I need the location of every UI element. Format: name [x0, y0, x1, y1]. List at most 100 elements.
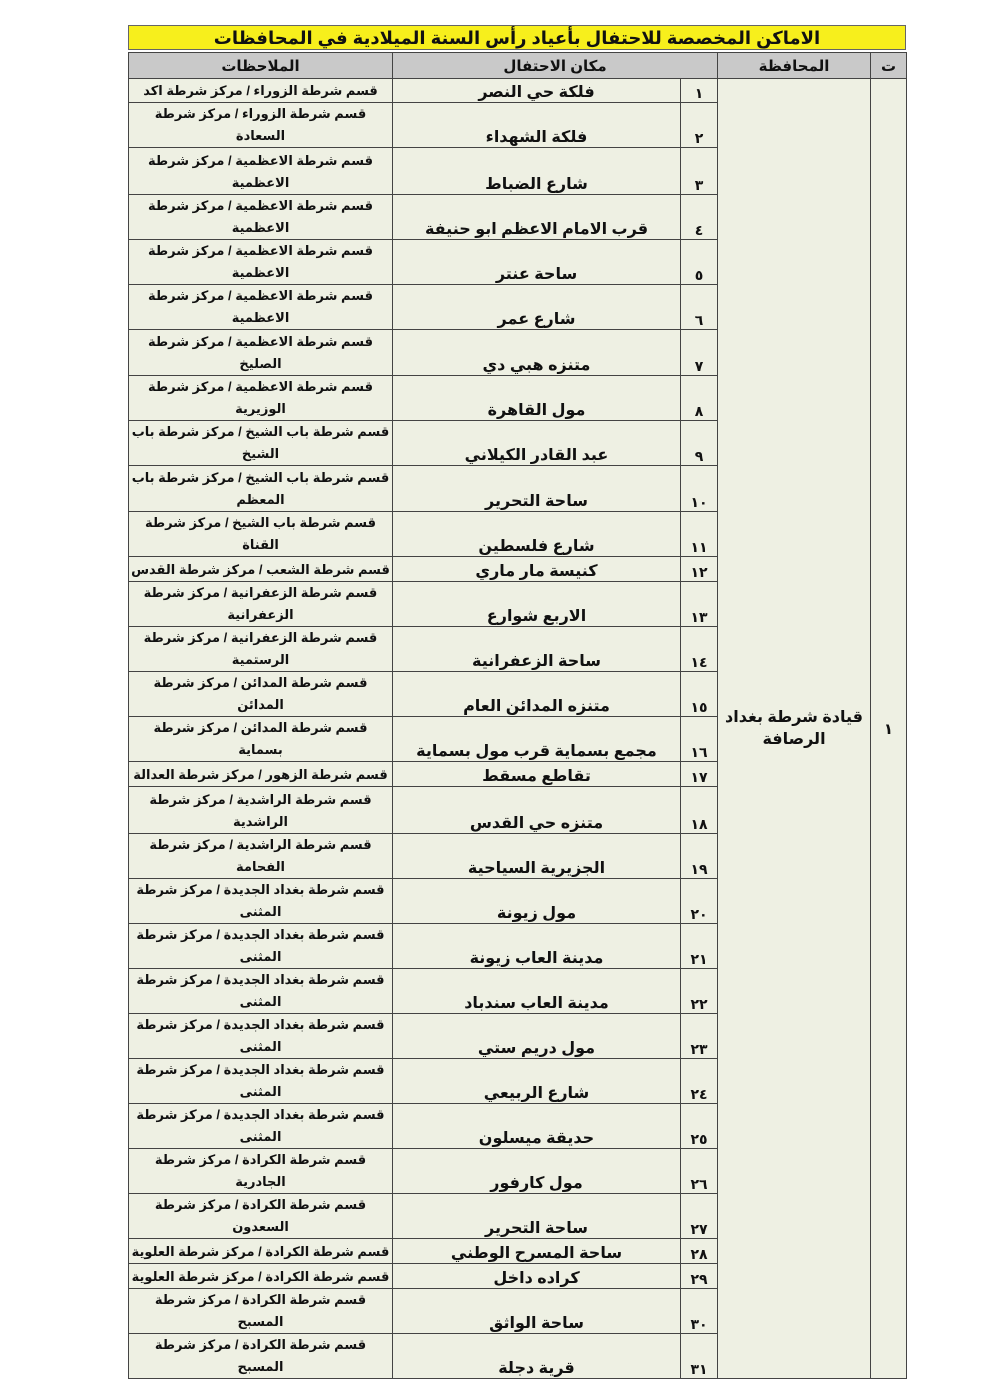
row-number: ١٨: [680, 786, 718, 834]
notes-cell: قسم شرطة الكرادة / مركز شرطة العلوية: [128, 1263, 393, 1289]
notes-cell: قسم شرطة بغداد الجديدة / مركز شرطة المثن…: [128, 1013, 393, 1059]
row-number: ١٠: [680, 465, 718, 512]
notes-cell: قسم شرطة باب الشيخ / مركز شرطة باب الشيخ: [128, 420, 393, 466]
celebration-place: متنزه هبي دي: [392, 329, 681, 376]
notes-cell: قسم شرطة الاعظمية / مركز شرطة الاعظمية: [128, 239, 393, 285]
header-province: المحافظة: [717, 52, 871, 79]
table-row: ٢٤ شارع الربيعي قسم شرطة بغداد الجديدة / م…: [128, 1058, 907, 1104]
row-number: ٢٨: [680, 1238, 718, 1264]
celebration-place: فلكة الشهداء: [392, 102, 681, 148]
row-number: ٥: [680, 239, 718, 285]
row-number: ٧: [680, 329, 718, 376]
table-row: ٣ شارع الضباط قسم شرطة الاعظمية / مركز شرط…: [128, 147, 907, 195]
celebration-place: شارع الربيعي: [392, 1058, 681, 1104]
header-notes: الملاحظات: [128, 52, 393, 79]
notes-cell: قسم شرطة الزعفرانية / مركز شرطة الرستمية: [128, 626, 393, 672]
row-number: ١٦: [680, 716, 718, 762]
celebration-place: حديقة ميسلون: [392, 1103, 681, 1149]
table-row: ٢٢ مدينة العاب سندباد قسم شرطة بغداد الجدي…: [128, 968, 907, 1014]
table-row: ٢ فلكة الشهداء قسم شرطة الزوراء / مركز شرط…: [128, 102, 907, 148]
celebration-place: فلكة حي النصر: [392, 78, 681, 103]
group-number: ١: [870, 78, 907, 1379]
row-number: ١١: [680, 511, 718, 557]
row-number: ٤: [680, 194, 718, 240]
celebration-place: مول كارفور: [392, 1148, 681, 1194]
celebration-place: الجزيرية السياحية: [392, 833, 681, 879]
table-row: ١ قيادة شرطة بغداد الرصافة ١ فلكة حي النصر ق…: [128, 78, 907, 1379]
table-row: ١٩ الجزيرية السياحية قسم شرطة الراشدية / م…: [128, 833, 907, 879]
row-number: ١٩: [680, 833, 718, 879]
table-row: ١٦ مجمع بسماية قرب مول بسماية قسم شرطة الم…: [128, 716, 907, 762]
celebration-place: مدينة العاب سندباد: [392, 968, 681, 1014]
notes-cell: قسم شرطة الاعظمية / مركز شرطة الاعظمية: [128, 194, 393, 240]
row-number: ٣١: [680, 1333, 718, 1379]
notes-cell: قسم شرطة الراشدية / مركز شرطة الفحامة: [128, 833, 393, 879]
table-row: ٢٣ مول دريم ستي قسم شرطة بغداد الجديدة / م…: [128, 1013, 907, 1059]
celebration-place: مول دريم ستي: [392, 1013, 681, 1059]
notes-cell: قسم شرطة الكرادة / مركز شرطة المسبح: [128, 1288, 393, 1334]
table-row: ٩ عبد القادر الكيلاني قسم شرطة باب الشيخ /…: [128, 420, 907, 466]
table-row: ٢٦ مول كارفور قسم شرطة الكرادة / مركز شرطة…: [128, 1148, 907, 1194]
celebration-place: ساحة التحرير: [392, 1193, 681, 1239]
row-number: ١٢: [680, 556, 718, 582]
celebration-place: ساحة التحرير: [392, 465, 681, 512]
celebration-place: مدينة العاب زيونة: [392, 923, 681, 969]
celebration-place: تقاطع مسقط: [392, 761, 681, 787]
celebration-place: مول زيونة: [392, 878, 681, 924]
notes-cell: قسم شرطة الاعظمية / مركز شرطة الصليخ: [128, 329, 393, 376]
row-number: ٣٠: [680, 1288, 718, 1334]
celebration-place: شارع عمر: [392, 284, 681, 330]
celebration-place: ساحة الزعفرانية: [392, 626, 681, 672]
notes-cell: قسم شرطة الزعفرانية / مركز شرطة الزعفران…: [128, 581, 393, 627]
table-row: ١٨ متنزه حي القدس قسم شرطة الراشدية / مركز…: [128, 786, 907, 834]
row-number: ١٥: [680, 671, 718, 717]
table-row: ٢٨ ساحة المسرح الوطني قسم شرطة الكرادة / م…: [128, 1238, 907, 1264]
row-number: ٢٤: [680, 1058, 718, 1104]
celebration-locations-table: ت المحافظة مكان الاحتفال الملاحظات ١ قياد…: [128, 52, 907, 1379]
notes-cell: قسم شرطة باب الشيخ / مركز شرطة باب المعظ…: [128, 465, 393, 512]
notes-cell: قسم شرطة الاعظمية / مركز شرطة الوزيرية: [128, 375, 393, 421]
row-number: ١: [680, 78, 718, 103]
celebration-place: شارع الضباط: [392, 147, 681, 195]
row-number: ٢٩: [680, 1263, 718, 1289]
celebration-place: كراده داخل: [392, 1263, 681, 1289]
table-row: ٢١ مدينة العاب زيونة قسم شرطة بغداد الجديد…: [128, 923, 907, 969]
celebration-place: عبد القادر الكيلاني: [392, 420, 681, 466]
table-row: ٤ قرب الامام الاعظم ابو حنيفة قسم شرطة الا…: [128, 194, 907, 240]
row-number: ٣: [680, 147, 718, 195]
row-number: ٢٠: [680, 878, 718, 924]
celebration-place: ساحة عنتر: [392, 239, 681, 285]
notes-cell: قسم شرطة بغداد الجديدة / مركز شرطة المثن…: [128, 878, 393, 924]
notes-cell: قسم شرطة الزهور / مركز شرطة العدالة: [128, 761, 393, 787]
row-number: ١٧: [680, 761, 718, 787]
table-row: ١٢ كنيسة مار ماري قسم شرطة الشعب / مركز شر…: [128, 556, 907, 582]
row-number: ٢: [680, 102, 718, 148]
celebration-place: الاربع شوارع: [392, 581, 681, 627]
row-number: ١٤: [680, 626, 718, 672]
table-row: ١٤ ساحة الزعفرانية قسم شرطة الزعفرانية / م…: [128, 626, 907, 672]
notes-cell: قسم شرطة الكرادة / مركز شرطة السعدون: [128, 1193, 393, 1239]
table-row: ٢٥ حديقة ميسلون قسم شرطة بغداد الجديدة / م…: [128, 1103, 907, 1149]
header-place: مكان الاحتفال: [392, 52, 718, 79]
table-row: ٢٠ مول زيونة قسم شرطة بغداد الجديدة / مركز…: [128, 878, 907, 924]
notes-cell: قسم شرطة بغداد الجديدة / مركز شرطة المثن…: [128, 1103, 393, 1149]
celebration-place: متنزه المدائن العام: [392, 671, 681, 717]
notes-cell: قسم شرطة الكرادة / مركز شرطة العلوية: [128, 1238, 393, 1264]
row-number: ٦: [680, 284, 718, 330]
row-number: ٢١: [680, 923, 718, 969]
celebration-place: متنزه حي القدس: [392, 786, 681, 834]
table-row: ٢٧ ساحة التحرير قسم شرطة الكرادة / مركز شر…: [128, 1193, 907, 1239]
table-row: ٨ مول القاهرة قسم شرطة الاعظمية / مركز شرط…: [128, 375, 907, 421]
notes-cell: قسم شرطة بغداد الجديدة / مركز شرطة المثن…: [128, 923, 393, 969]
table-row: ٦ شارع عمر قسم شرطة الاعظمية / مركز شرطة ا…: [128, 284, 907, 330]
row-number: ٢٢: [680, 968, 718, 1014]
row-number: ٢٣: [680, 1013, 718, 1059]
notes-cell: قسم شرطة الزوراء / مركز شرطة السعادة: [128, 102, 393, 148]
notes-cell: قسم شرطة الكرادة / مركز شرطة الجادرية: [128, 1148, 393, 1194]
row-number: ١٣: [680, 581, 718, 627]
notes-cell: قسم شرطة الراشدية / مركز شرطة الراشدية: [128, 786, 393, 834]
celebration-place: شارع فلسطين: [392, 511, 681, 557]
province-name: قيادة شرطة بغداد الرصافة: [717, 78, 871, 1379]
celebration-place: مول القاهرة: [392, 375, 681, 421]
notes-cell: قسم شرطة المدائن / مركز شرطة المدائن: [128, 671, 393, 717]
